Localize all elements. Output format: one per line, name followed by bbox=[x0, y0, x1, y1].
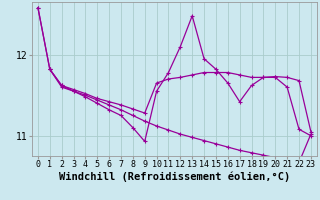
X-axis label: Windchill (Refroidissement éolien,°C): Windchill (Refroidissement éolien,°C) bbox=[59, 172, 290, 182]
